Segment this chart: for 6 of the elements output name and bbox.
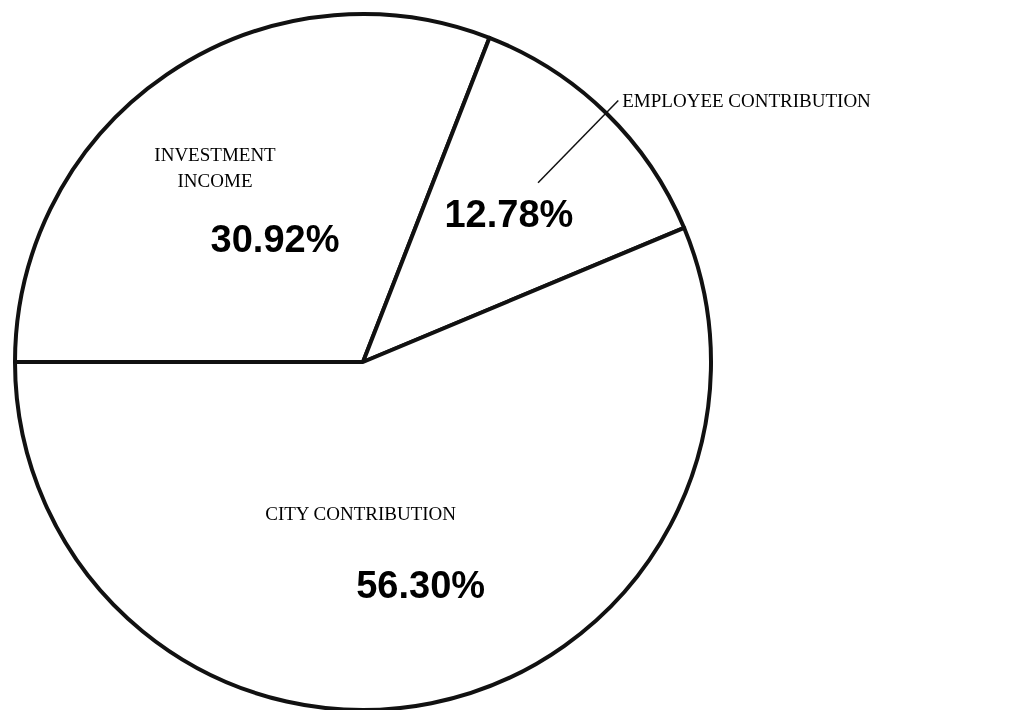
slice-label: CITY CONTRIBUTION <box>265 502 457 524</box>
data-label: 30.92% <box>210 217 340 260</box>
data-label: 56.30% <box>356 563 486 606</box>
slice-label: EMPLOYEE CONTRIBUTION <box>622 89 872 111</box>
data-label: 12.78% <box>444 192 574 235</box>
slice-label: INVESTMENT INCOME <box>154 143 277 191</box>
